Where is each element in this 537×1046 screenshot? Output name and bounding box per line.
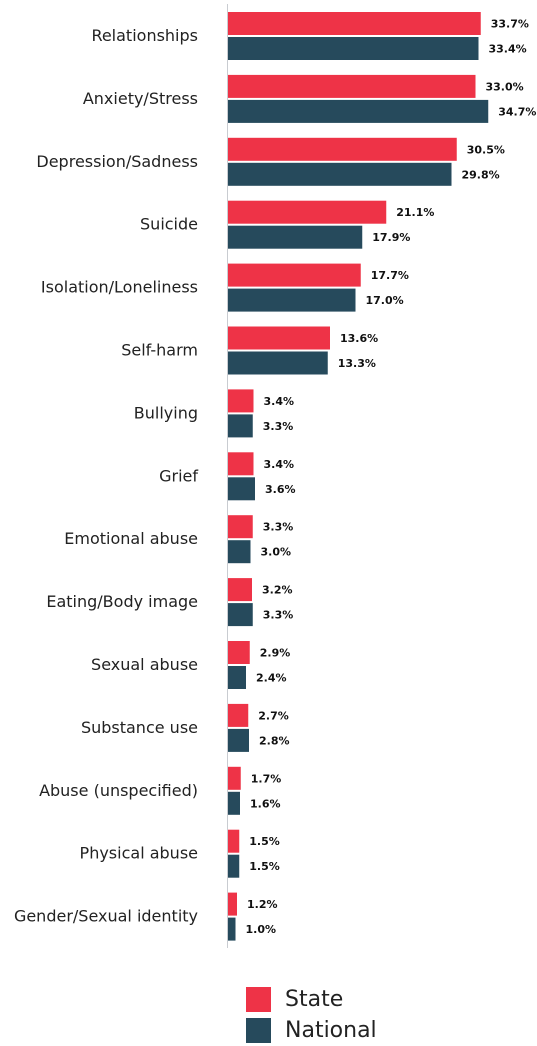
value-label-state: 17.7% [371,269,409,282]
bar-state [228,703,249,727]
bar-national [228,540,251,564]
bar-national [228,225,363,249]
legend-swatch-national [246,1017,271,1043]
legend-label-state: State [285,986,344,1012]
category-label: Abuse (unspecified) [39,781,198,800]
bar-state [228,74,476,98]
value-label-national: 1.0% [246,923,277,936]
category-label: Anxiety/Stress [83,89,198,108]
category-label: Depression/Sadness [36,152,198,171]
bar-national [228,99,489,123]
value-label-national: 17.0% [366,294,404,307]
bar-state [228,12,481,35]
value-label-state: 3.4% [264,458,295,471]
bar-group-depression-sadness: Depression/Sadness 30.5% 29.8% [36,137,505,186]
legend-item-national: National [246,1015,377,1045]
category-label: Sexual abuse [91,655,198,674]
value-label-national: 13.3% [338,357,376,370]
bar-group-sexual-abuse: Sexual abuse 2.9% 2.4% [91,641,290,689]
value-label-national: 2.8% [259,734,290,747]
bar-state [228,452,254,476]
bar-national [228,791,240,815]
bar-national [228,414,253,438]
bar-national [228,728,249,752]
bar-group-eating-body-image: Eating/Body image 3.2% 3.3% [46,578,294,627]
bar-group-gender-sexual-identity: Gender/Sexual identity 1.2% 1.0% [14,892,278,941]
bar-state [228,389,254,413]
bar-national [228,288,356,312]
bar-group-physical-abuse: Physical abuse 1.5% 1.5% [80,829,280,878]
bars-layer: Relationships 33.7% 33.4% Anxiety/Stress 33.… [14,12,536,941]
bar-group-bullying: Bullying 3.4% 3.3% [134,389,295,438]
value-label-national: 33.4% [489,43,527,56]
bar-chart: Relationships 33.7% 33.4% Anxiety/Stress 33.… [14,4,536,948]
bar-national [228,37,479,60]
bar-state [228,137,457,161]
bar-state [228,829,240,853]
bar-national [228,162,452,186]
bar-state [228,892,237,916]
value-label-state: 21.1% [396,206,434,219]
bar-group-emotional-abuse: Emotional abuse 3.3% 3.0% [64,515,294,564]
bar-group-grief: Grief 3.4% 3.6% [159,452,296,501]
bar-state [228,515,253,539]
value-label-state: 3.4% [264,395,295,408]
category-label: Self-harm [121,341,198,360]
value-label-state: 30.5% [467,143,505,156]
legend-label-national: National [285,1017,377,1043]
bar-national [228,351,328,375]
bar-group-anxiety-stress: Anxiety/Stress 33.0% 34.7% [83,74,536,123]
value-label-national: 3.6% [265,483,296,496]
bar-national [228,603,253,627]
value-label-national: 3.3% [263,420,294,433]
value-label-national: 1.6% [250,797,281,810]
bar-group-self-harm: Self-harm 13.6% 13.3% [121,326,378,375]
value-label-national: 3.0% [261,546,292,559]
value-label-national: 1.5% [249,860,280,873]
legend-item-state: State [246,984,377,1014]
bar-group-suicide: Suicide 21.1% 17.9% [140,200,434,249]
value-label-national: 29.8% [462,168,500,181]
bar-state [228,200,387,224]
bar-group-relationships: Relationships 33.7% 33.4% [91,12,529,60]
category-label: Physical abuse [80,844,198,863]
category-label: Relationships [91,26,198,45]
bar-state [228,578,252,602]
value-label-state: 1.5% [249,835,280,848]
category-label: Grief [159,466,198,485]
value-label-state: 2.7% [258,709,289,722]
category-label: Bullying [134,403,198,422]
value-label-state: 1.7% [251,772,282,785]
value-label-state: 33.7% [491,18,529,31]
bar-group-isolation-loneliness: Isolation/Loneliness 17.7% 17.0% [41,263,409,312]
value-label-state: 3.3% [263,521,294,534]
value-label-national: 17.9% [372,231,410,244]
value-label-state: 33.0% [486,80,524,93]
bar-state [228,766,241,790]
value-label-national: 34.7% [498,105,536,118]
category-label: Emotional abuse [64,529,198,548]
bar-national [228,917,236,941]
bar-group-substance-use: Substance use 2.7% 2.8% [81,703,290,752]
category-label: Gender/Sexual identity [14,907,198,926]
legend: State National [246,984,377,1046]
value-label-state: 3.2% [262,584,293,597]
bar-group-abuse-unspecified: Abuse (unspecified) 1.7% 1.6% [39,766,282,815]
bar-national [228,477,255,501]
category-label: Suicide [140,215,198,234]
bar-state [228,326,330,350]
value-label-state: 1.2% [247,898,278,911]
bar-state [228,263,361,287]
value-label-national: 2.4% [256,672,287,685]
bar-national [228,666,246,689]
legend-swatch-state [246,986,271,1012]
value-label-state: 13.6% [340,332,378,345]
category-label: Eating/Body image [46,592,198,611]
category-label: Substance use [81,718,198,737]
value-label-national: 3.3% [263,609,294,622]
category-label: Isolation/Loneliness [41,278,198,297]
value-label-state: 2.9% [260,647,291,660]
bar-state [228,641,250,664]
bar-national [228,854,240,878]
